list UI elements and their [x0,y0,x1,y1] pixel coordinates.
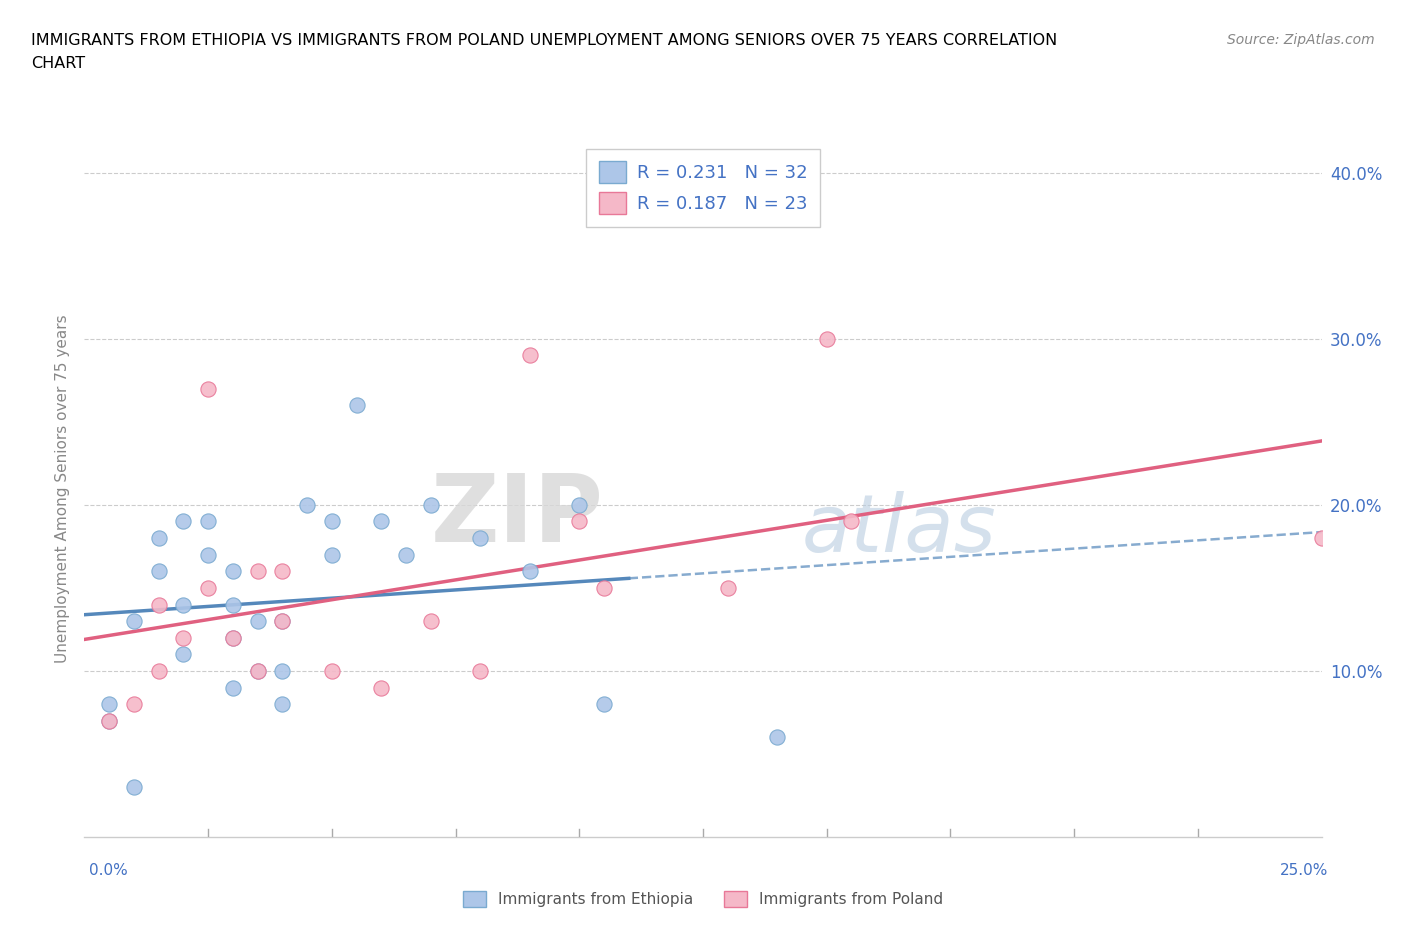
Text: ZIP: ZIP [432,471,605,562]
Point [222,597,245,612]
Point [246,663,269,678]
Point [122,697,145,711]
Legend: Immigrants from Ethiopia, Immigrants from Poland: Immigrants from Ethiopia, Immigrants fro… [457,884,949,913]
Point [222,680,245,695]
Point [148,663,170,678]
Point [222,631,245,645]
Point [419,498,441,512]
Point [841,514,863,529]
Point [271,614,294,629]
Point [148,531,170,546]
Point [321,547,343,562]
Point [246,614,269,629]
Text: Source: ZipAtlas.com: Source: ZipAtlas.com [1227,33,1375,46]
Text: 0.0%: 0.0% [89,863,128,878]
Point [172,597,194,612]
Point [321,514,343,529]
Text: IMMIGRANTS FROM ETHIOPIA VS IMMIGRANTS FROM POLAND UNEMPLOYMENT AMONG SENIORS OV: IMMIGRANTS FROM ETHIOPIA VS IMMIGRANTS F… [31,33,1057,47]
Point [148,597,170,612]
Point [122,614,145,629]
Point [197,381,219,396]
Point [122,779,145,794]
Point [321,663,343,678]
Point [519,564,541,578]
Text: CHART: CHART [31,56,84,71]
Point [766,730,789,745]
Text: atlas: atlas [801,491,997,569]
Point [346,398,368,413]
Point [98,697,121,711]
Point [271,697,294,711]
Point [1310,531,1333,546]
Point [271,564,294,578]
Point [717,580,740,595]
Point [815,331,838,346]
Legend: R = 0.231   N = 32, R = 0.187   N = 23: R = 0.231 N = 32, R = 0.187 N = 23 [586,149,820,227]
Point [197,514,219,529]
Point [295,498,318,512]
Point [197,547,219,562]
Point [98,713,121,728]
Point [98,713,121,728]
Point [148,564,170,578]
Point [419,614,441,629]
Point [246,663,269,678]
Point [370,680,392,695]
Point [395,547,418,562]
Point [222,564,245,578]
Point [271,663,294,678]
Point [271,614,294,629]
Point [172,647,194,662]
Point [593,580,616,595]
Text: 25.0%: 25.0% [1281,863,1329,878]
Point [172,631,194,645]
Point [172,514,194,529]
Y-axis label: Unemployment Among Seniors over 75 years: Unemployment Among Seniors over 75 years [55,314,70,662]
Point [519,348,541,363]
Point [470,663,492,678]
Point [470,531,492,546]
Point [370,514,392,529]
Point [197,580,219,595]
Point [222,631,245,645]
Point [593,697,616,711]
Point [568,514,591,529]
Point [568,498,591,512]
Point [246,564,269,578]
